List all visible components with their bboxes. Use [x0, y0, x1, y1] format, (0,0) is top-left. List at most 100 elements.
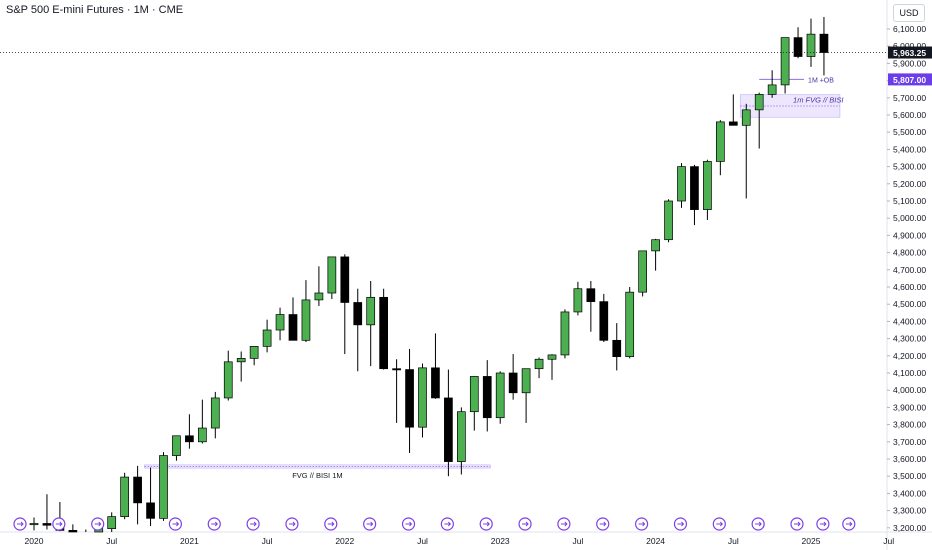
chart-title: S&P 500 E-mini Futures · 1M · CME	[6, 4, 184, 16]
y-tick-label: 4,300.00	[893, 334, 926, 344]
candle-body	[741, 109, 751, 126]
candle-body	[185, 435, 194, 443]
candle-body	[728, 121, 738, 126]
y-tick-label: 3,600.00	[893, 454, 926, 464]
candle-body	[210, 397, 220, 429]
candle-body	[482, 376, 492, 419]
event-arrow-icon	[327, 521, 335, 527]
event-arrow-icon	[560, 521, 568, 527]
y-tick-label: 5,300.00	[893, 162, 926, 172]
event-arrow-icon	[716, 521, 724, 527]
candle-body	[223, 361, 233, 399]
candle-body	[703, 161, 712, 210]
y-tick-label: 5,700.00	[893, 93, 926, 103]
y-tick-label: 3,800.00	[893, 420, 926, 430]
event-arrow-icon	[483, 521, 490, 527]
event-arrow-icon	[599, 521, 607, 527]
candle-body	[68, 530, 78, 533]
candle-body	[353, 302, 363, 326]
event-arrow-icon	[677, 521, 685, 527]
x-tick-label: 2024	[646, 536, 665, 546]
event-arrow-icon	[522, 521, 529, 527]
candle-body	[431, 367, 440, 399]
event-arrow-icon	[250, 521, 257, 527]
candle-body	[301, 299, 311, 341]
event-arrow-icon	[755, 521, 762, 527]
candle-body	[107, 516, 117, 530]
candle-body	[198, 427, 207, 443]
candle-body	[392, 368, 401, 371]
currency-button[interactable]: USD	[893, 4, 925, 22]
candle-body	[120, 476, 130, 517]
candle-body	[599, 301, 609, 341]
candle-body	[327, 256, 337, 294]
candle-body	[159, 455, 168, 519]
event-arrow-icon	[288, 521, 296, 527]
x-tick-label: 2020	[25, 536, 44, 546]
candle-body	[288, 314, 298, 341]
candle-body	[405, 369, 414, 428]
x-tick-label: 2023	[491, 536, 510, 546]
y-tick-label: 4,000.00	[893, 385, 926, 395]
x-tick-label: Jul	[728, 536, 739, 546]
candle-body	[366, 296, 376, 326]
y-tick-label: 3,700.00	[893, 437, 926, 447]
candle-body	[612, 339, 622, 358]
candle-body	[651, 239, 660, 252]
y-tick-label: 5,100.00	[893, 196, 926, 206]
y-tick-label: 5,200.00	[893, 179, 926, 189]
x-tick-label: Jul	[262, 536, 273, 546]
zone-label: 1m FVG // BISI	[793, 96, 843, 105]
y-tick-label: 4,400.00	[893, 316, 926, 326]
y-tick-label: 4,600.00	[893, 282, 926, 292]
event-arrow-icon	[794, 521, 801, 527]
candle-body	[42, 523, 52, 526]
candle-body	[573, 288, 583, 313]
y-tick-label: 5,900.00	[893, 58, 926, 68]
candle-body	[275, 314, 285, 331]
event-arrow-icon	[55, 521, 63, 527]
candle-body	[534, 358, 544, 370]
event-arrow-icon	[845, 521, 853, 527]
candle-body	[457, 411, 466, 462]
candle-body	[819, 33, 829, 53]
x-tick-label: 2021	[180, 536, 199, 546]
y-tick-label: 3,500.00	[893, 471, 926, 481]
y-tick-label: 4,200.00	[893, 351, 926, 361]
x-tick-label: 2025	[802, 536, 821, 546]
y-tick-label: 3,900.00	[893, 402, 926, 412]
event-arrow-icon	[211, 521, 218, 527]
event-arrow-icon	[444, 521, 452, 527]
y-tick-label: 6,100.00	[893, 24, 926, 34]
candle-body	[418, 367, 427, 428]
x-tick-label: Jul	[572, 536, 583, 546]
event-arrow-icon	[638, 521, 646, 527]
event-arrow-icon	[172, 521, 180, 527]
candle-body	[547, 354, 557, 360]
x-tick-label: Jul	[417, 536, 428, 546]
candle-body	[677, 166, 686, 202]
y-tick-label: 6,000.00	[893, 41, 926, 51]
event-arrow-icon	[819, 521, 827, 527]
candle-body	[236, 358, 246, 363]
candle-body	[521, 368, 531, 394]
candle-body	[133, 476, 142, 504]
ob-label: 1M +OB	[808, 77, 834, 84]
candle-body	[29, 523, 39, 526]
candle-body	[508, 372, 518, 394]
y-tick-label: 5,500.00	[893, 127, 926, 137]
x-tick-label: 2022	[335, 536, 354, 546]
last-price-label: 5,963.25	[893, 48, 926, 58]
candle-body	[690, 166, 699, 210]
event-arrow-icon	[17, 521, 24, 527]
y-tick-label: 5,400.00	[893, 144, 926, 154]
y-tick-label: 3,400.00	[893, 488, 926, 498]
candle-body	[767, 84, 777, 95]
candle-body	[754, 94, 764, 111]
candle-body	[780, 37, 790, 86]
event-arrow-icon	[366, 521, 374, 527]
x-tick-label: Jul	[106, 536, 117, 546]
marker-price-badge	[888, 73, 932, 86]
candle-body	[625, 291, 635, 358]
